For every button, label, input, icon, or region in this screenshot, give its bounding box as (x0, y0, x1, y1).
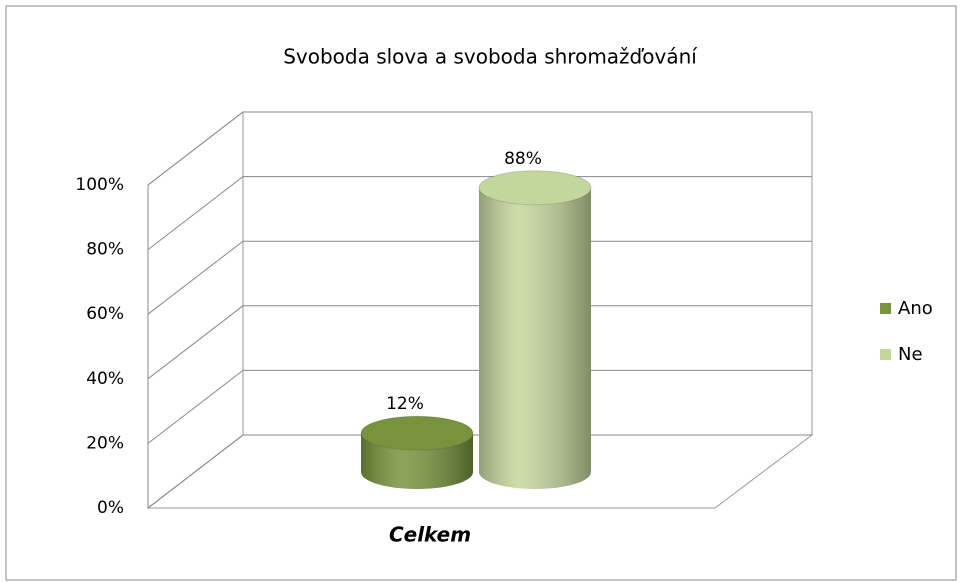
legend-label: Ne (898, 344, 923, 365)
grid-line (147, 369, 812, 444)
x-tick-label: Celkem (389, 523, 471, 547)
grid-line (147, 176, 812, 250)
bar-shade (361, 433, 474, 489)
legend-label: Ano (898, 298, 933, 319)
legend-swatch (880, 349, 891, 360)
grid-line (147, 305, 812, 380)
legend-swatch (880, 303, 891, 314)
y-tick-label: 40% (86, 369, 124, 389)
grid-line (147, 434, 812, 509)
y-tick-label: 100% (75, 175, 124, 195)
y-tick-label: 20% (86, 433, 124, 453)
y-tick-label: 80% (86, 240, 124, 260)
y-tick-label: 0% (97, 498, 124, 518)
data-label: 12% (386, 394, 424, 414)
grid-line (147, 111, 812, 186)
grid-line (147, 240, 812, 315)
bar-top (360, 415, 474, 451)
y-tick-label: 60% (86, 304, 124, 324)
bar-shade (479, 187, 591, 489)
bar-top (478, 170, 592, 206)
chart-title: Svoboda slova a svoboda shromažďování (283, 45, 698, 69)
data-label: 88% (504, 149, 542, 169)
